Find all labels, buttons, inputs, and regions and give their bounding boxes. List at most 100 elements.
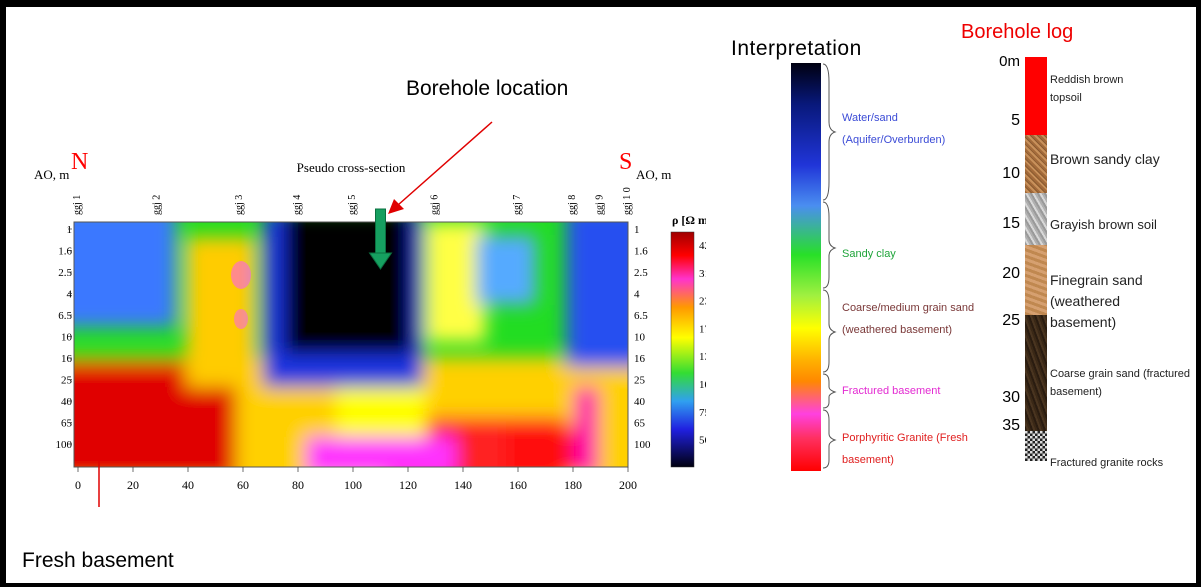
borehole-pointer-arrow <box>397 121 493 206</box>
interpretation-braces <box>822 63 837 469</box>
interpretation-zone-label: Porphyritic Granite (Fresh basement) <box>842 432 968 466</box>
y-tick-right: 10 <box>634 332 646 344</box>
x-tick-label: 0 <box>75 478 81 492</box>
south-label: S <box>619 149 632 175</box>
electrode-label: ggj 8 <box>567 195 578 215</box>
depth-tick: 35 <box>1002 417 1020 434</box>
y-tick-left: 4 <box>67 289 73 301</box>
y-tick-left: 40 <box>61 396 73 408</box>
x-tick-label: 180 <box>564 478 582 492</box>
legend-value: 316 <box>699 268 706 280</box>
y-tick-right: 16 <box>634 353 646 365</box>
legend-label: ρ [Ω m] <box>672 213 706 227</box>
borehole-layer-label: Brown sandy clay <box>1050 151 1160 167</box>
y-tick-right: 25 <box>634 375 646 387</box>
x-tick-label: 40 <box>182 478 194 492</box>
electrode-label: ggj 9 <box>594 195 605 215</box>
legend-value: 133 <box>699 351 706 363</box>
y-ticks-right: 1 1.6 2.5 4 6.5 10 16 25 40 65 100 <box>634 224 651 451</box>
fresh-basement-label: Fresh basement <box>22 549 174 572</box>
borehole-layer-label: Coarse grain sand (fractured basement) <box>1050 368 1191 398</box>
x-tick-label: 200 <box>619 478 637 492</box>
x-ticks: 0 20 40 60 80 100 120 140 160 180 200 <box>75 467 637 492</box>
y-tick-left: 1.6 <box>58 246 72 258</box>
brace-weathered <box>822 289 837 373</box>
interpretation-zone-label: Water/sand (Aquifer/Overburden) <box>842 112 946 146</box>
electrode-label: ggj 3 <box>234 195 245 215</box>
x-tick-label: 140 <box>454 478 472 492</box>
y-axis-label-right: AO, m <box>636 167 671 182</box>
x-tick-label: 20 <box>127 478 139 492</box>
x-tick-label: 160 <box>509 478 527 492</box>
brace-granite <box>822 409 837 469</box>
figure-frame: Pseudo cross-section AO, m AO, m N S 1 1.… <box>6 7 1196 583</box>
borehole-layer-label: Reddish brown topsoil <box>1050 74 1124 104</box>
y-tick-left: 6.5 <box>58 310 72 322</box>
section-title: Pseudo cross-section <box>297 160 406 175</box>
y-tick-right: 2.5 <box>634 267 648 279</box>
y-tick-left: 1 <box>67 224 73 236</box>
borehole-log-column <box>1025 57 1047 487</box>
borehole-layer <box>1025 193 1047 245</box>
depth-tick: 0m <box>999 53 1020 70</box>
pseudo-section-plot: Pseudo cross-section AO, m AO, m N S 1 1.… <box>34 121 706 507</box>
borehole-layer <box>1025 315 1047 431</box>
borehole-log-title: Borehole log <box>961 21 1074 43</box>
y-axis-label-left: AO, m <box>34 167 69 182</box>
y-tick-right: 1 <box>634 224 640 236</box>
brace-sandy-clay <box>822 201 837 289</box>
borehole-location-label: Borehole location <box>406 77 569 100</box>
y-tick-right: 1.6 <box>634 246 648 258</box>
y-tick-right: 4 <box>634 289 640 301</box>
legend-values: 422 316 237 178 133 100 75 56.2 <box>699 240 706 447</box>
depth-tick: 5 <box>1011 112 1020 129</box>
interpretation-zone-label: Fractured basement <box>842 385 941 397</box>
depth-tick: 30 <box>1002 389 1020 406</box>
y-tick-left: 2.5 <box>58 267 72 279</box>
electrode-label: ggj 1 <box>72 195 83 215</box>
y-tick-left: 100 <box>56 439 73 451</box>
borehole-layer <box>1025 431 1047 461</box>
electrode-label: ggj 4 <box>292 195 303 215</box>
electrode-labels: ggj 1 ggj 2 ggj 3 ggj 4 ggj 5 ggj 6 ggj 7 ggj 8… <box>72 187 633 215</box>
borehole-layer <box>1025 57 1047 135</box>
y-tick-left: 25 <box>61 375 73 387</box>
electrode-label: ggj 7 <box>512 195 523 215</box>
legend-value: 178 <box>699 323 706 335</box>
electrode-label: ggj 2 <box>152 195 163 215</box>
y-ticks-left: 1 1.6 2.5 4 6.5 10 16 25 40 65 100 <box>56 224 73 451</box>
x-tick-label: 60 <box>237 478 249 492</box>
y-tick-left: 65 <box>61 418 73 430</box>
borehole-layer <box>1025 135 1047 193</box>
borehole-layer-label: Grayish brown soil <box>1050 217 1157 232</box>
interpretation-zone-label: Coarse/medium grain sand (weathered base… <box>842 302 975 336</box>
north-label: N <box>71 149 88 175</box>
resistivity-contours <box>74 222 628 467</box>
depth-tick: 15 <box>1002 215 1020 232</box>
borehole-layer-label: Fractured granite rocks <box>1050 457 1164 469</box>
borehole-marker <box>368 208 393 270</box>
electrode-label: ggj 6 <box>429 195 440 215</box>
electrode-label: ggj 5 <box>347 195 358 215</box>
interpretation-zone-label: Sandy clay <box>842 248 896 260</box>
y-tick-left: 10 <box>61 332 73 344</box>
legend-value: 100 <box>699 379 706 391</box>
x-tick-label: 100 <box>344 478 362 492</box>
interpretation-color-bar <box>791 63 821 471</box>
brace-fractured <box>822 373 837 409</box>
y-tick-right: 65 <box>634 418 646 430</box>
y-tick-right: 6.5 <box>634 310 648 322</box>
legend-value: 75 <box>699 407 706 419</box>
legend-color-bar <box>670 231 695 468</box>
y-tick-left: 16 <box>61 353 73 365</box>
borehole-layer <box>1025 245 1047 315</box>
x-tick-label: 80 <box>292 478 304 492</box>
legend-value: 237 <box>699 296 706 308</box>
electrode-label: ggj 1 0 <box>622 187 633 215</box>
depth-tick: 10 <box>1002 165 1020 182</box>
borehole-layer-label: Finegrain sand (weathered basement) <box>1050 272 1143 330</box>
y-tick-right: 40 <box>634 396 646 408</box>
legend-value: 422 <box>699 240 706 252</box>
borehole-pointer-arrowhead <box>388 199 404 214</box>
x-tick-label: 120 <box>399 478 417 492</box>
